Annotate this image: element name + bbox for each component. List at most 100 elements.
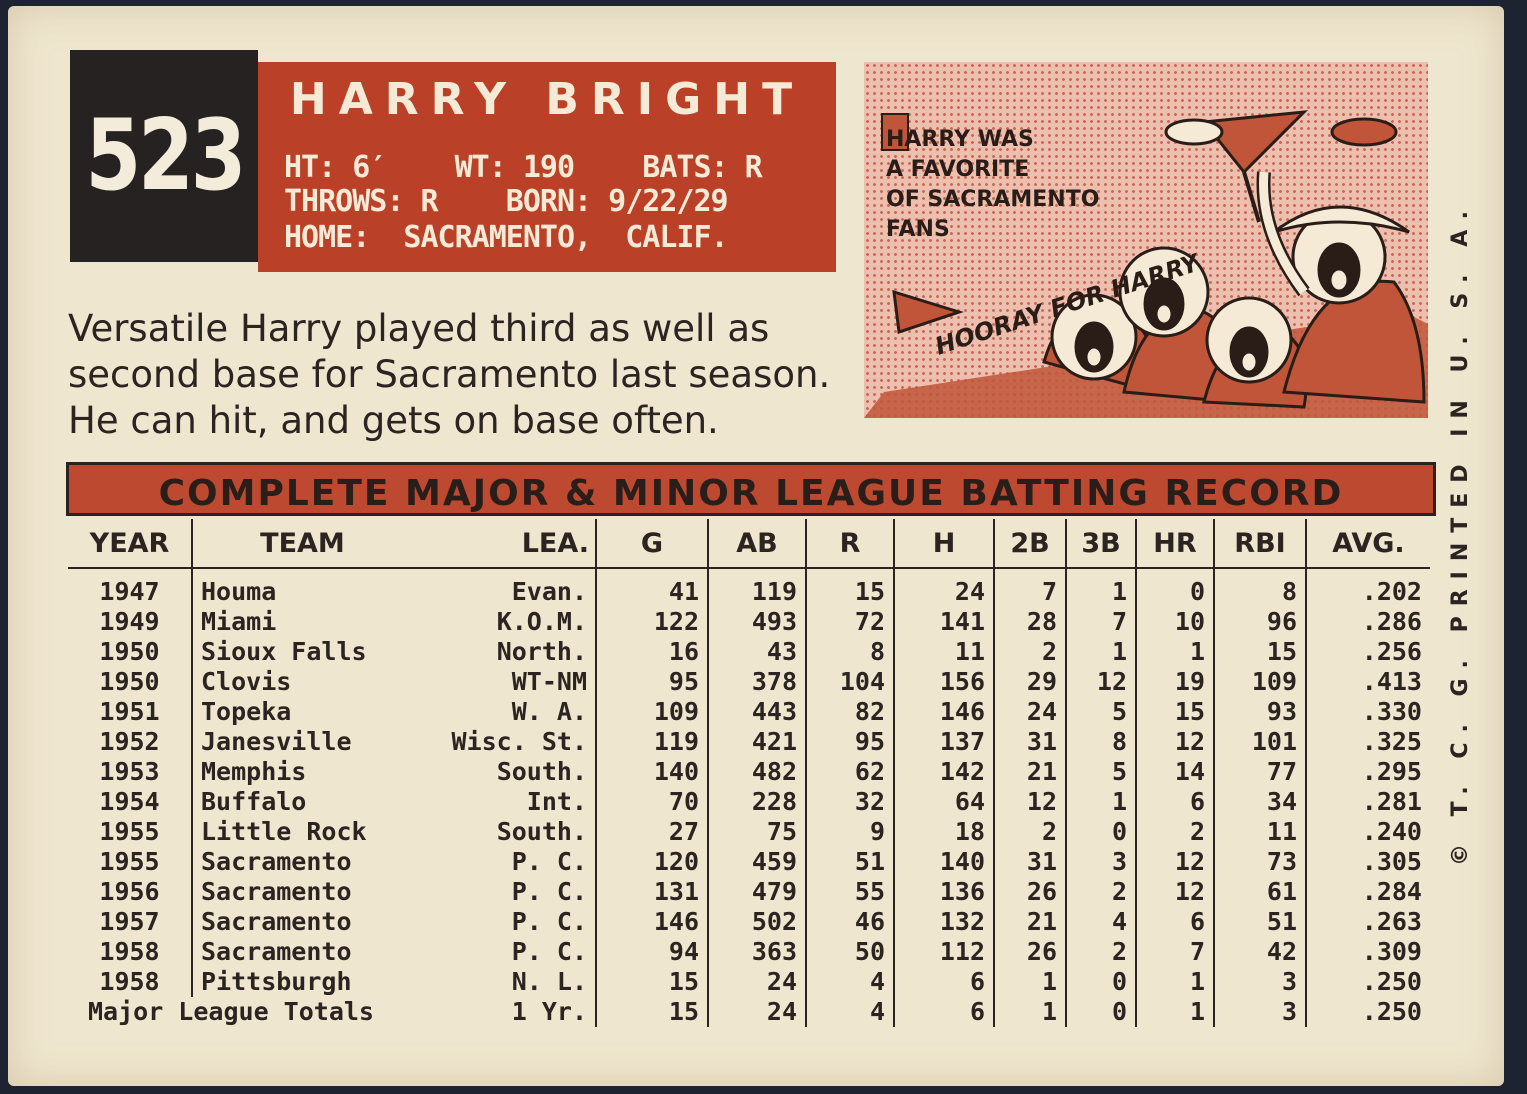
table-cell: Pittsburgh: [201, 967, 352, 996]
column-header: RBI: [1214, 519, 1307, 569]
bio-line-1: Versatile Harry played third as well as: [68, 307, 770, 350]
table-cell: 21: [994, 907, 1067, 937]
table-cell: Sacramento: [201, 937, 352, 966]
table-cell: .284: [1361, 877, 1422, 906]
totals-cell: 1: [994, 997, 1067, 1027]
table-cell: 32: [806, 787, 895, 817]
table-cell: .330: [1361, 697, 1422, 726]
batting-record-header: COMPLETE MAJOR & MINOR LEAGUE BATTING RE…: [66, 462, 1436, 516]
totals-cell: 1: [1136, 997, 1215, 1027]
table-cell: 6: [1136, 907, 1215, 937]
table-cell: 1957: [68, 907, 193, 937]
cartoon-caption-line-3: OF SACRAMENTO: [886, 187, 1099, 212]
table-cell: 55: [806, 877, 895, 907]
table-cell: 1958: [68, 967, 193, 997]
table-cell: Memphis: [201, 757, 307, 786]
table-cell: 1: [1066, 637, 1137, 667]
column-header: H: [894, 519, 995, 569]
table-cell: 95: [596, 667, 709, 697]
table-cell: Topeka: [201, 697, 292, 726]
cartoon-caption-line-2: A FAVORITE: [886, 157, 1029, 182]
player-name: HARRY BRIGHT: [289, 74, 805, 125]
table-cell: 1947: [68, 568, 193, 607]
table-cell: 1952: [68, 727, 193, 757]
table-cell: 19: [1136, 667, 1215, 697]
table-cell: Wisc. St.: [412, 727, 597, 757]
player-info-line-1: HT: 6′ WT: 190 BATS: R: [284, 150, 763, 185]
table-cell: 93: [1214, 697, 1307, 727]
table-cell: 11: [894, 637, 995, 667]
table-cell: 137: [894, 727, 995, 757]
table-cell: 146: [596, 907, 709, 937]
table-cell: 5: [1066, 697, 1137, 727]
player-bio: Versatile Harry played third as well as …: [68, 306, 858, 444]
table-cell: 104: [806, 667, 895, 697]
column-header: HR: [1136, 519, 1215, 569]
table-cell: Janesville: [201, 727, 352, 756]
table-cell: 363: [708, 937, 807, 967]
column-header: 3B: [1066, 519, 1137, 569]
column-header: YEAR: [68, 519, 193, 569]
table-cell: 146: [894, 697, 995, 727]
table-cell: 2: [1066, 937, 1137, 967]
table-cell: 142: [894, 757, 995, 787]
table-cell: .263: [1361, 907, 1422, 936]
table-cell: .256: [1361, 637, 1422, 666]
batting-record-title: COMPLETE MAJOR & MINOR LEAGUE BATTING RE…: [158, 473, 1344, 514]
table-cell: 14: [1136, 757, 1215, 787]
batting-record-columns: YEAR TEAM LEA. G AB R H 2B 3B HR RBI AVG…: [68, 519, 1430, 569]
table-cell: 101: [1214, 727, 1307, 757]
cartoon-caption-line-1: HARRY WAS: [886, 127, 1034, 152]
table-cell: 95: [806, 727, 895, 757]
table-cell: 15: [596, 967, 709, 997]
table-cell: 42: [1214, 937, 1307, 967]
table-cell: 12: [1136, 847, 1215, 877]
table-row: 1955 Sacramento P. C. 120 459 51 140 31 3 12 73 .30…: [68, 847, 1430, 877]
table-cell: North.: [412, 637, 597, 667]
table-cell: Int.: [412, 787, 597, 817]
table-cell: 122: [596, 607, 709, 637]
column-header: G: [596, 519, 709, 569]
table-cell: 50: [806, 937, 895, 967]
table-cell: 15: [1136, 697, 1215, 727]
table-cell: 41: [596, 568, 709, 607]
table-cell: WT-NM: [412, 667, 597, 697]
table-cell: Little Rock: [201, 817, 367, 846]
table-cell: 1955: [68, 817, 193, 847]
table-cell: 156: [894, 667, 995, 697]
table-cell: P. C.: [412, 937, 597, 967]
table-cell: 6: [1136, 787, 1215, 817]
table-cell: 421: [708, 727, 807, 757]
table-row: 1950 Sioux Falls North. 16 43 8 11 2 1 1 15.256: [68, 637, 1430, 667]
totals-cell: .250: [1361, 997, 1422, 1026]
table-cell: 132: [894, 907, 995, 937]
table-cell: 119: [708, 568, 807, 607]
table-cell: 120: [596, 847, 709, 877]
cartoon-caption-line-4: FANS: [886, 217, 950, 242]
bio-line-3: He can hit, and gets on base often.: [68, 399, 719, 442]
table-cell: 228: [708, 787, 807, 817]
table-cell: 26: [994, 877, 1067, 907]
table-cell: Miami: [201, 607, 277, 636]
totals-cell: 6: [894, 997, 995, 1027]
table-cell: 443: [708, 697, 807, 727]
table-cell: 1953: [68, 757, 193, 787]
table-row: 1950 Clovis WT-NM 95 378 104 156 29 12 19 109 .413: [68, 667, 1430, 697]
table-cell: 112: [894, 937, 995, 967]
table-cell: P. C.: [412, 907, 597, 937]
table-cell: 7: [994, 568, 1067, 607]
table-row: 1958 Pittsburgh N. L. 15 24 4 6 1 0 1 3.250: [68, 967, 1430, 997]
totals-cell: 24: [708, 997, 807, 1027]
table-cell: 72: [806, 607, 895, 637]
table-cell: 0: [1066, 817, 1137, 847]
totals-label: Major League Totals: [88, 997, 374, 1026]
batting-record-rows: 1947 Houma Evan. 41 119 15 24 7 1 0 8.202 1949 Miami…: [68, 568, 1430, 1027]
table-cell: 140: [894, 847, 995, 877]
table-cell: South.: [412, 817, 597, 847]
batting-record-table: YEAR TEAM LEA. G AB R H 2B 3B HR RBI AVG…: [68, 519, 1430, 1027]
table-cell: 15: [806, 568, 895, 607]
cartoon-caption: HARRY WAS A FAVORITE OF SACRAMENTO FANS: [886, 127, 1107, 242]
table-cell: Sioux Falls: [201, 637, 367, 666]
table-cell: W. A.: [412, 697, 597, 727]
table-cell: 12: [1066, 667, 1137, 697]
